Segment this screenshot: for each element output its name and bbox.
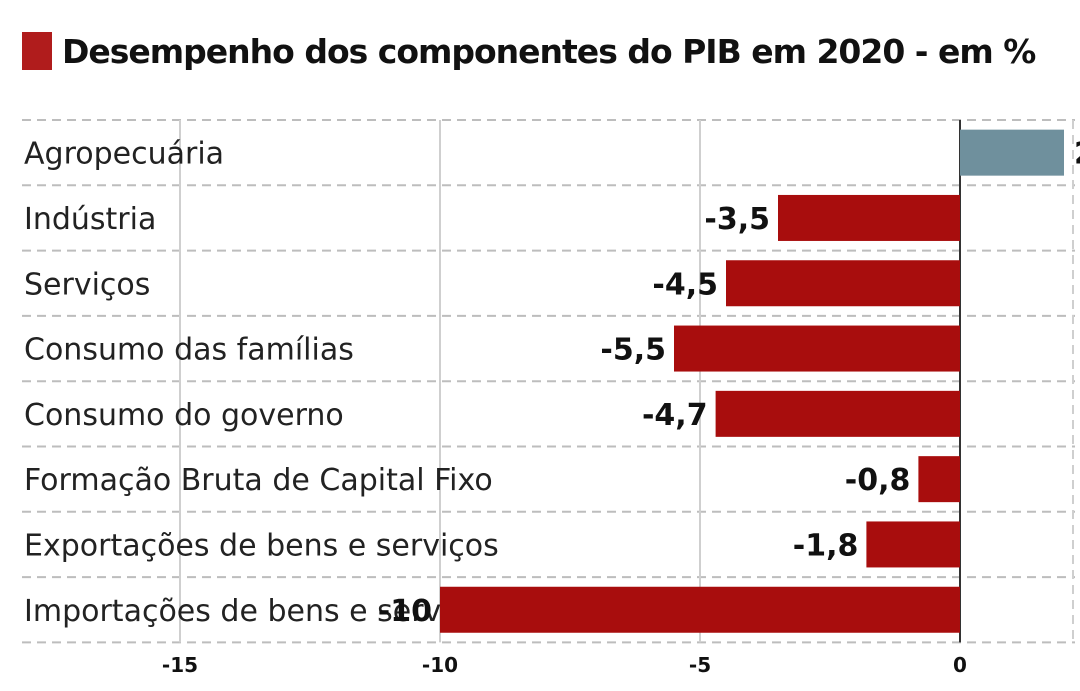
category-label: Exportações de bens e serviços [24,528,499,563]
value-label: -4,5 [652,267,718,302]
bar [674,325,960,372]
bar [918,456,960,503]
x-tick-label: -5 [689,653,711,677]
chart-title: Desempenho dos componentes do PIB em 202… [62,31,1036,71]
category-label: Formação Bruta de Capital Fixo [24,463,493,498]
category-label: Consumo do governo [24,398,344,433]
category-label: Serviços [24,267,150,302]
chart-title-block: Desempenho dos componentes do PIB em 202… [22,26,1036,76]
x-tick-label: -15 [162,653,198,677]
grid-lines [22,119,1075,644]
category-label: Indústria [24,202,156,237]
category-label: Agropecuária [24,137,224,172]
bar [960,129,1064,176]
value-label: -4,7 [642,398,708,433]
bar [866,521,960,568]
value-label: -0,8 [845,463,911,498]
bar [440,586,960,633]
bar [778,194,960,241]
bar [715,390,960,437]
value-label: -1,8 [793,528,859,563]
value-label: 2 [1074,137,1080,172]
value-label: -5,5 [600,333,666,368]
value-label: -10 [378,594,432,629]
bars [440,129,1064,633]
category-label: Importações de bens e serviços [24,594,500,629]
category-labels: Agropecuária Indústria Serviços Consumo das… [24,137,500,629]
bar [726,260,960,307]
value-label: -3,5 [704,202,770,237]
value-labels: 2 -3,5 -4,5 -5,5 -4,7 -0,8 -1,8 -10 [378,137,1080,629]
x-tick-label: -10 [422,653,458,677]
category-label: Consumo das famílias [24,333,354,368]
x-tick-label: 0 [953,653,967,677]
x-tick-labels: -15 -10 -5 0 [162,653,967,677]
title-marker [22,32,52,70]
